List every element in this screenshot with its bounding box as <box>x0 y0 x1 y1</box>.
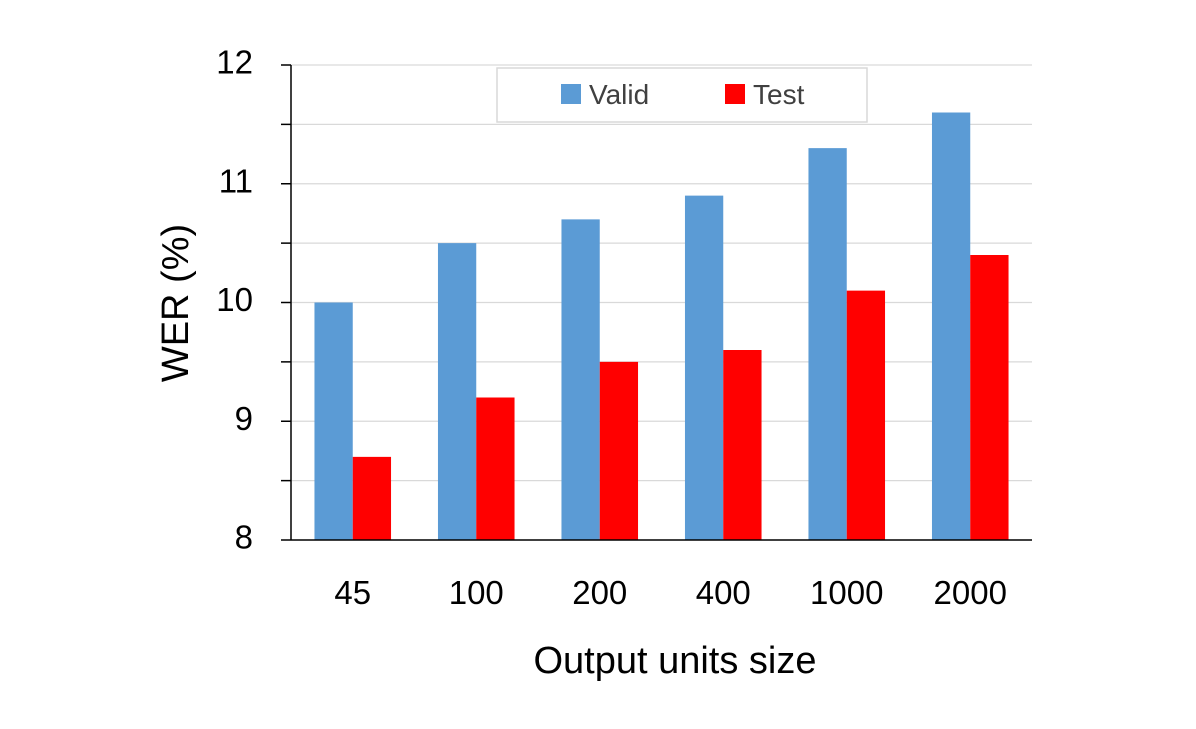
y-axis-title: WER (%) <box>155 224 197 382</box>
y-tick-label: 10 <box>216 281 253 318</box>
bar-test-200 <box>599 361 639 540</box>
legend-label-valid: Valid <box>589 79 649 110</box>
bar-test-1000 <box>846 290 886 540</box>
bar-test-2000 <box>970 255 1009 540</box>
bar-valid-45 <box>314 302 353 540</box>
bar-valid-100 <box>437 243 477 540</box>
x-axis-title: Output units size <box>533 640 816 682</box>
bar-valid-200 <box>561 219 600 540</box>
bar-valid-1000 <box>808 148 847 540</box>
x-tick-labels: 45 100 200 400 1000 2000 <box>334 574 1007 611</box>
y-tick-label: 8 <box>235 519 253 556</box>
bar-valid-2000 <box>931 112 971 540</box>
gridlines <box>291 64 1032 482</box>
bar-test-400 <box>723 350 762 540</box>
bar-test-100 <box>476 397 515 540</box>
axes <box>281 64 1032 541</box>
bar-test-45 <box>352 456 392 540</box>
legend-swatch-test <box>725 84 745 104</box>
y-tick-label: 9 <box>235 400 253 437</box>
x-tick-label: 400 <box>696 574 751 611</box>
legend-label-test: Test <box>753 79 805 110</box>
legend-box <box>496 67 868 123</box>
bar-valid-400 <box>684 195 724 540</box>
x-tick-label: 100 <box>449 574 504 611</box>
legend: Valid Test <box>496 67 868 123</box>
y-tick-label: 11 <box>219 162 253 199</box>
bars <box>314 112 1009 540</box>
legend-swatch-valid <box>561 84 581 104</box>
x-tick-label: 45 <box>334 574 371 611</box>
y-tick-labels: 8 9 10 11 12 <box>216 44 253 556</box>
x-tick-label: 1000 <box>810 574 883 611</box>
x-tick-label: 2000 <box>934 574 1007 611</box>
x-tick-label: 200 <box>572 574 627 611</box>
y-tick-label: 12 <box>216 44 253 81</box>
